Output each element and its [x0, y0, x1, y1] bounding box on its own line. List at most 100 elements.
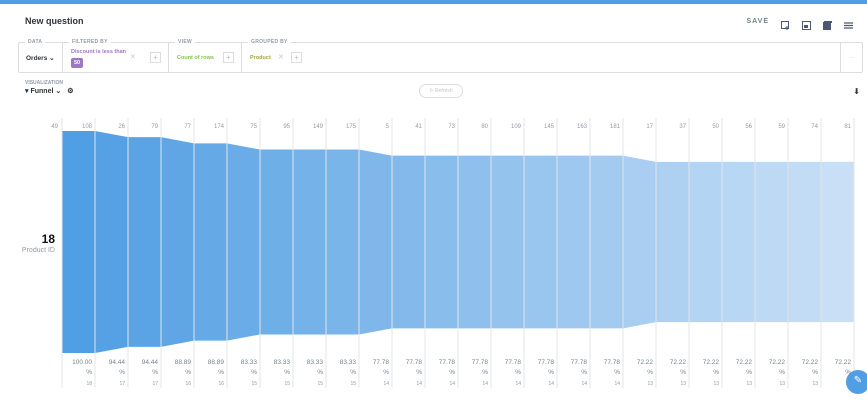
new-dashboard-icon[interactable] — [781, 17, 790, 30]
step-count-label: 16 — [185, 381, 191, 387]
step-count-label: 14 — [482, 381, 488, 387]
group-section: GROUPED BY Product ✕ + — [242, 39, 841, 72]
step-header-label: 95 — [283, 124, 290, 130]
step-percent-label: 72.22 — [703, 359, 720, 366]
step-count-label: 13 — [713, 381, 719, 387]
step-count-label: 15 — [284, 381, 290, 387]
data-source-select[interactable]: Orders ⌄ — [26, 55, 55, 62]
step-count-label: 14 — [449, 381, 455, 387]
remove-group-icon[interactable]: ✕ — [278, 54, 284, 61]
step-header-label: 73 — [448, 124, 455, 130]
step-percent-sign: % — [746, 369, 752, 376]
funnel-step — [425, 155, 458, 329]
remove-filter-icon[interactable]: ✕ — [130, 54, 136, 61]
step-percent-label: 83.33 — [241, 359, 258, 366]
funnel-step — [689, 161, 722, 323]
visualization-select[interactable]: ▾ Funnel ⌄ ⚙ — [25, 88, 74, 95]
top-bar — [0, 0, 867, 4]
step-count-label: 16 — [218, 381, 224, 387]
funnel-step — [722, 161, 755, 323]
funnel-step — [755, 161, 788, 323]
step-percent-sign: % — [119, 369, 125, 376]
step-count-label: 14 — [383, 381, 389, 387]
data-label: DATA — [25, 39, 46, 45]
step-header-label: 41 — [415, 124, 422, 130]
view-value[interactable]: Count of rows — [177, 55, 214, 61]
step-percent-label: 72.22 — [637, 359, 654, 366]
step-header-label: 17 — [646, 124, 653, 130]
step-count-label: 15 — [350, 381, 356, 387]
step-header-label: 181 — [610, 124, 621, 130]
step-count-label: 17 — [152, 381, 158, 387]
filter-value-badge[interactable]: 50 — [71, 58, 84, 68]
funnel-step — [392, 155, 425, 329]
visualization-label: VISUALIZATION — [25, 80, 63, 86]
funnel-step — [359, 149, 392, 335]
step-percent-label: 83.33 — [274, 359, 291, 366]
add-view-button[interactable]: + — [223, 52, 234, 63]
group-value[interactable]: Product — [250, 55, 271, 61]
step-percent-sign: % — [449, 369, 455, 376]
funnel-step — [293, 149, 326, 335]
step-percent-label: 94.44 — [109, 359, 126, 366]
metric-value: 18 — [41, 232, 55, 246]
step-percent-sign: % — [152, 369, 158, 376]
step-percent-sign: % — [515, 369, 521, 376]
metric-label: Product ID — [21, 247, 55, 254]
step-count-label: 13 — [812, 381, 818, 387]
step-header-label: 79 — [151, 124, 158, 130]
step-percent-label: 83.33 — [307, 359, 324, 366]
step-count-label: 15 — [317, 381, 323, 387]
step-percent-label: 77.78 — [604, 359, 621, 366]
step-percent-label: 77.78 — [571, 359, 588, 366]
edit-fab-button[interactable]: ✎ — [846, 370, 867, 394]
menu-icon[interactable] — [844, 17, 853, 29]
view-label: VIEW — [175, 39, 195, 45]
page-title: New question — [25, 16, 84, 26]
step-header-label: 174 — [214, 124, 225, 130]
step-percent-sign: % — [482, 369, 488, 376]
step-percent-sign: % — [845, 369, 851, 376]
funnel-step — [95, 131, 128, 353]
funnel-step — [788, 161, 821, 323]
refresh-icon: ↻ — [429, 88, 434, 94]
step-percent-label: 72.22 — [802, 359, 819, 366]
step-percent-sign: % — [350, 369, 356, 376]
step-percent-label: 77.78 — [439, 359, 456, 366]
more-options-button[interactable]: ... — [848, 54, 854, 60]
step-header-label: 49 — [51, 124, 58, 130]
step-percent-label: 94.44 — [142, 359, 159, 366]
filter-section: FILTERED BY Discount is less than 50 ✕ + — [63, 39, 169, 72]
header-actions: SAVE — [746, 17, 853, 30]
funnel-step — [260, 149, 293, 335]
funnel-step — [128, 137, 161, 347]
step-percent-sign: % — [251, 369, 257, 376]
step-percent-sign: % — [86, 369, 92, 376]
step-percent-label: 88.89 — [208, 359, 225, 366]
save-button[interactable]: SAVE — [746, 18, 769, 25]
step-count-label: 13 — [746, 381, 752, 387]
data-section: DATA Orders ⌄ — [19, 39, 63, 72]
step-percent-label: 72.22 — [670, 359, 687, 366]
embed-icon[interactable] — [802, 17, 811, 30]
refresh-button[interactable]: ↻ Refresh — [419, 84, 463, 98]
step-percent-sign: % — [548, 369, 554, 376]
step-count-label: 14 — [416, 381, 422, 387]
query-builder: DATA Orders ⌄ FILTERED BY Discount is le… — [18, 39, 863, 73]
step-percent-label: 72.22 — [736, 359, 753, 366]
funnel-step — [590, 155, 623, 329]
step-percent-sign: % — [383, 369, 389, 376]
step-header-label: 81 — [844, 124, 851, 130]
add-group-button[interactable]: + — [291, 52, 302, 63]
step-header-label: 145 — [544, 124, 555, 130]
filter-text[interactable]: Discount is less than — [71, 49, 127, 55]
funnel-step — [821, 161, 854, 323]
add-filter-button[interactable]: + — [150, 52, 161, 63]
step-percent-label: 72.22 — [769, 359, 786, 366]
filter-label: FILTERED BY — [69, 39, 111, 45]
bookmark-icon[interactable] — [823, 17, 832, 30]
step-count-label: 17 — [119, 381, 125, 387]
settings-gear-icon[interactable]: ⚙ — [67, 88, 74, 95]
download-icon[interactable]: ⬇ — [853, 87, 860, 96]
